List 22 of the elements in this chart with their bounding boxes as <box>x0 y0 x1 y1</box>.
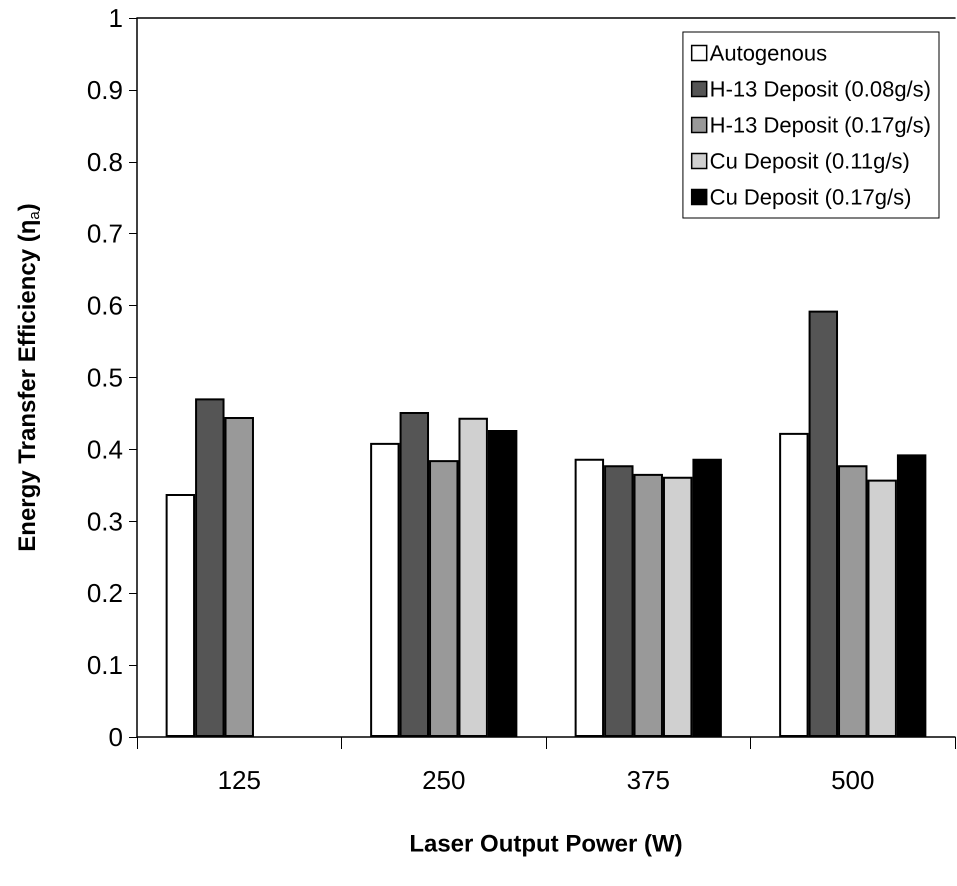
y-tick-label: 0.7 <box>86 218 123 249</box>
x-tick-label: 375 <box>626 765 670 795</box>
y-tick-label: 0.5 <box>86 362 123 392</box>
y-tick-label: 0.9 <box>86 74 123 105</box>
y-tick-label: 0 <box>108 722 123 752</box>
legend-label: Cu Deposit (0.11g/s) <box>710 148 910 174</box>
y-tick-label: 1 <box>108 3 123 33</box>
x-axis-title: Laser Output Power (W) <box>409 830 683 858</box>
y-axis-title: Energy Transfer Efficiency (ηa) <box>14 203 43 552</box>
y-tick-label: 0.3 <box>86 506 123 536</box>
y-tick-label: 0.4 <box>86 434 123 464</box>
legend-label: H-13 Deposit (0.17g/s) <box>710 112 932 138</box>
x-tick-label: 500 <box>831 765 874 795</box>
y-tick-label: 0.6 <box>86 290 123 321</box>
y-tick-label: 0.8 <box>86 146 123 177</box>
x-tick-label: 250 <box>422 765 466 795</box>
y-tick-label: 0.2 <box>86 578 123 608</box>
legend-label: Cu Deposit (0.17g/s) <box>710 184 912 210</box>
y-tick-label: 0.1 <box>86 650 123 680</box>
x-tick-label: 125 <box>218 765 261 795</box>
legend-label: Autogenous <box>710 40 828 66</box>
legend-label: H-13 Deposit (0.08g/s) <box>710 76 932 102</box>
